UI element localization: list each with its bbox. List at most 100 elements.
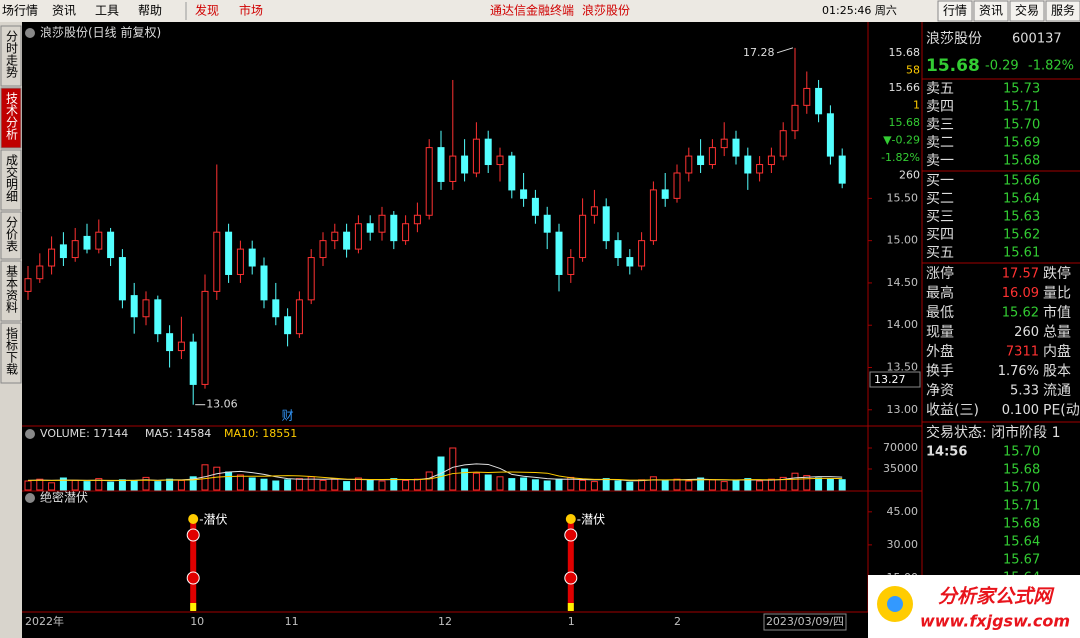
side-tab[interactable] xyxy=(0,25,22,87)
menu-item[interactable]: 场行情 xyxy=(2,4,38,18)
side-tab-label[interactable]: 指标下载 xyxy=(5,326,19,376)
pane-icon[interactable] xyxy=(25,28,35,38)
candle-body xyxy=(744,155,752,174)
y-tick-label: 45.00 xyxy=(887,505,919,518)
candle-body xyxy=(36,265,44,280)
side-tab-label[interactable]: 成交明细 xyxy=(5,154,19,202)
ma-line xyxy=(27,471,843,481)
volume-bar xyxy=(496,476,504,491)
x-tick-label: 2022年 xyxy=(25,614,64,628)
volume-bar xyxy=(83,481,91,491)
quote-name: 浪莎股份 xyxy=(926,31,982,47)
menu-highlight[interactable]: 发现 xyxy=(195,3,219,18)
candle-body xyxy=(673,172,681,199)
candle-body xyxy=(555,231,563,275)
volume-bar xyxy=(484,474,492,491)
candle-body xyxy=(838,155,846,184)
side-tab[interactable] xyxy=(0,87,22,149)
candle-body xyxy=(756,164,764,174)
volume-bar xyxy=(744,478,752,491)
volume-bar xyxy=(36,478,44,491)
quote-price: 15.68 xyxy=(926,56,980,76)
side-tab[interactable] xyxy=(0,322,22,384)
x-tick-label: 1 xyxy=(568,615,575,628)
menu-highlight[interactable]: 市场 xyxy=(239,3,263,18)
price-info: 15.66 xyxy=(889,81,921,94)
stat-value: 0.100 xyxy=(1002,403,1039,418)
menu-item[interactable]: 帮助 xyxy=(138,4,162,18)
menu-button[interactable] xyxy=(1045,0,1080,22)
price-info: 58 xyxy=(906,64,920,77)
candle-body xyxy=(602,206,610,242)
stat-label: 最低 xyxy=(926,305,954,321)
menu-button-label[interactable]: 服务 xyxy=(1051,3,1075,18)
signal-ball xyxy=(186,571,200,585)
volume-bar xyxy=(295,478,303,491)
signal-dot xyxy=(565,514,576,524)
candle-body xyxy=(319,240,327,259)
signal-bar xyxy=(190,522,197,610)
side-tab[interactable] xyxy=(0,211,22,260)
side-tab-label[interactable]: 技术分析 xyxy=(5,92,19,141)
volume-bar xyxy=(826,478,834,491)
pane-icon[interactable] xyxy=(25,429,35,439)
volume-bar xyxy=(543,480,551,491)
clock: 01:25:46 周六 xyxy=(822,4,897,17)
candle-body xyxy=(708,147,716,166)
candle-body xyxy=(189,341,197,385)
candle-body xyxy=(177,341,185,352)
ma-label: MA5: 14584 xyxy=(145,427,211,440)
volume-bar xyxy=(602,478,610,491)
menu-button[interactable] xyxy=(937,0,973,22)
candle-body xyxy=(472,138,480,174)
logo-title: 分析家公式网 xyxy=(938,586,1055,608)
order-label: 卖三 xyxy=(926,117,954,133)
ma-label: MA10: 18551 xyxy=(224,427,297,440)
signal-dot xyxy=(188,514,199,524)
menu-item[interactable]: 资讯 xyxy=(52,4,76,18)
volume-bar xyxy=(24,480,32,491)
candle-body xyxy=(508,155,516,191)
logo-url: www.fxjgsw.com xyxy=(920,612,1070,631)
order-label: 买一 xyxy=(926,173,954,189)
candle-body xyxy=(484,138,492,166)
stat-next: PE(动 xyxy=(1043,403,1080,419)
menu-button[interactable] xyxy=(1009,0,1045,22)
side-tab[interactable] xyxy=(0,260,22,322)
volume-bar xyxy=(366,479,374,491)
cursor-label: 13.27 xyxy=(874,373,906,386)
pane-icon[interactable] xyxy=(25,493,35,503)
menu-button-label[interactable]: 行情 xyxy=(943,4,967,18)
low-label: 13.06 xyxy=(206,398,238,411)
order-price: 15.66 xyxy=(1003,174,1040,189)
candle-body xyxy=(107,231,115,259)
volume-bar xyxy=(614,480,622,491)
order-price: 15.68 xyxy=(1003,154,1040,169)
side-tab[interactable] xyxy=(0,149,22,211)
menu-item[interactable]: 工具 xyxy=(95,4,119,18)
stat-value: 17.57 xyxy=(1002,267,1039,282)
order-price: 15.70 xyxy=(1003,118,1040,133)
candle-body xyxy=(520,189,528,199)
side-tab-label[interactable]: 分时走势 xyxy=(5,30,19,78)
menu-button-label[interactable]: 资讯 xyxy=(979,4,1003,18)
stat-label: 涨停 xyxy=(926,265,954,282)
candle-body xyxy=(201,290,209,385)
trade-price: 15.68 xyxy=(1003,517,1040,532)
signal-foot xyxy=(567,603,574,611)
candle-body xyxy=(697,155,705,166)
menu-button[interactable] xyxy=(973,0,1009,22)
stat-next: 股本 xyxy=(1043,364,1071,380)
x-tick-label: 12 xyxy=(438,615,452,628)
side-tab-label[interactable]: 基本资料 xyxy=(5,265,19,313)
menu-button-label[interactable]: 交易 xyxy=(1015,3,1039,18)
stat-next: 内盘 xyxy=(1043,343,1071,360)
order-price: 15.73 xyxy=(1003,82,1040,97)
candle-body xyxy=(142,299,150,318)
volume-bar xyxy=(685,480,693,491)
side-tab-label[interactable]: 分价表 xyxy=(5,216,19,252)
candle-body xyxy=(626,257,634,267)
y-tick-label: 14.00 xyxy=(887,318,919,331)
event-marker[interactable]: 财 xyxy=(282,409,294,423)
